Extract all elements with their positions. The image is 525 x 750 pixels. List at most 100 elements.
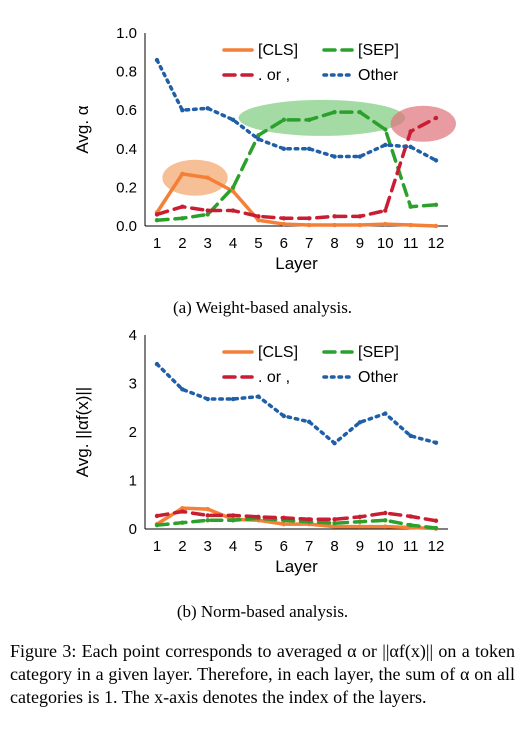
chart1-series-or-point [154, 513, 160, 519]
chart0-x-tick-label: 12 [428, 235, 445, 252]
chart1-series-sep-point [408, 522, 413, 528]
chart0-series-sep-point [205, 212, 210, 217]
chart0-series-sep-line [155, 110, 438, 222]
chart0-series-sep-point [180, 216, 185, 221]
chart0-y-tick-label: 0.4 [116, 141, 137, 158]
chart0-x-tick-label: 8 [330, 235, 338, 252]
chart1-series-sep-point [230, 518, 236, 523]
chart1-series-or-point [180, 509, 185, 514]
chart1-series-sep-point [154, 522, 160, 528]
chart0-series-other-point [383, 142, 388, 148]
chart1-series-other-point [433, 440, 439, 445]
chart0-series-other-point [230, 117, 236, 123]
chart1-series-other-point [332, 440, 337, 446]
subfigure-b-caption: (b) Norm-based analysis. [176, 602, 349, 621]
chart0-series-cls-point [281, 221, 287, 227]
chart1-series-other-point [205, 396, 210, 402]
chart0-y-tick-label: 0.6 [116, 102, 137, 119]
chart1-series-sep-point [383, 518, 388, 523]
chart1-x-tick-label: 10 [377, 538, 394, 555]
chart0-legend-label-other: Other [358, 67, 399, 84]
chart1-series-or-point [256, 514, 261, 520]
chart0-series-or-point [205, 208, 210, 213]
chart0-series-other-point [332, 154, 337, 159]
chart0-series-cls-point [433, 223, 439, 229]
chart0-series-other-point [408, 144, 413, 150]
chart1-x-tick-label: 3 [204, 538, 212, 555]
chart1-x-tick-label: 9 [356, 538, 364, 555]
chart0-legend-label-or: . or , [258, 67, 290, 84]
chart1-series-sep-point [433, 525, 439, 531]
chart0-series-other-point [154, 57, 160, 63]
chart0-x-tick-label: 4 [229, 235, 237, 252]
chart0-series-cls-line [155, 172, 438, 228]
chart1-series-or-point [357, 514, 363, 520]
chart0-series-sep-point [357, 109, 363, 115]
chart1-series-cls-line [155, 506, 438, 531]
chart0-x-tick-label: 11 [403, 235, 419, 252]
chart1-x-tick-label: 12 [428, 538, 445, 555]
chart0-series-sep-point [306, 117, 312, 123]
chart0-legend-label-sep: [SEP] [358, 42, 399, 59]
chart1-series-sep-point [180, 520, 185, 525]
chart0-x-tick-label: 1 [153, 235, 161, 252]
chart0-series-other-point [306, 146, 312, 151]
chart0-y-tick-label: 0.2 [116, 179, 137, 196]
chart1-series-or-point [281, 515, 287, 521]
chart0-series-cls-point [357, 222, 363, 228]
chart1-series-other-point [154, 361, 160, 367]
chart0-series-sep-point [433, 202, 439, 207]
chart0-highlight-1 [238, 99, 406, 136]
chart1-x-tick-label: 4 [229, 538, 237, 555]
chart1-series-or-point [306, 517, 312, 522]
chart1-series-sep-point [332, 520, 337, 526]
chart0-series-other-line [155, 58, 438, 163]
chart1-x-tick-label: 6 [280, 538, 288, 555]
chart0-highlight-0 [162, 159, 228, 196]
figure-caption: Figure 3: Each point corresponds to aver… [10, 641, 515, 707]
chart0-series-or-point [306, 216, 312, 221]
chart0-series-or-point [408, 129, 413, 134]
chart0-series-cls-point [230, 189, 236, 194]
chart1-series-cls-point [180, 505, 185, 511]
chart1-y-tick-label: 4 [129, 327, 137, 344]
chart1-series-other-point [357, 420, 363, 425]
chart0-series-or-line [155, 116, 438, 221]
chart1-legend-label-sep: [SEP] [358, 344, 399, 361]
chart0-series-sep-point [256, 133, 261, 138]
chart0-series-cls-point [306, 222, 312, 228]
chart0-x-tick-label: 10 [377, 235, 394, 252]
chart1-y-tick-label: 3 [129, 376, 137, 393]
chart1-x-tick-label: 11 [403, 538, 419, 555]
chart0-legend-label-cls: [CLS] [258, 42, 298, 59]
chart0-x-tick-label: 2 [178, 235, 186, 252]
chart1-series-or-line [155, 509, 438, 523]
chart0-series-other-point [357, 154, 363, 159]
chart1-x-tick-label: 7 [305, 538, 313, 555]
chart0-series-other-point [281, 146, 287, 151]
chart0-series-other-point [180, 108, 185, 113]
chart0-series-or-point [256, 214, 261, 219]
chart0-series-other-point [205, 106, 210, 111]
chart1-series-cls-point [281, 521, 287, 527]
chart0-series-cls-point [205, 175, 210, 180]
chart0-x-tick-label: 6 [280, 235, 288, 252]
chart1-legend-label-other: Other [358, 369, 399, 386]
chart0-y-tick-label: 1.0 [116, 25, 137, 42]
chart0-series-or-point [383, 208, 388, 213]
chart1-series-sep-point [357, 519, 363, 524]
chart0-series-cls-point [408, 222, 413, 228]
chart1-legend-label-cls: [CLS] [258, 344, 298, 361]
chart0-series-cls-point [180, 171, 185, 177]
chart1-x-tick-label: 1 [153, 538, 161, 555]
chart0-x-tick-label: 5 [254, 235, 262, 252]
chart1-x-tick-label: 8 [330, 538, 338, 555]
weight-based-chart: 0.00.20.40.60.81.01 2 3 4 5 6 7 8 9 10 11 12LayerAv… [73, 25, 456, 273]
chart0-x-tick-label: 9 [356, 235, 364, 252]
chart1-series-other-line [155, 362, 438, 445]
chart1-series-other-point [383, 411, 388, 416]
chart0-series-or-point [230, 208, 236, 213]
chart0-series-sep-point [154, 218, 160, 223]
chart0-series-or-point [180, 204, 185, 209]
